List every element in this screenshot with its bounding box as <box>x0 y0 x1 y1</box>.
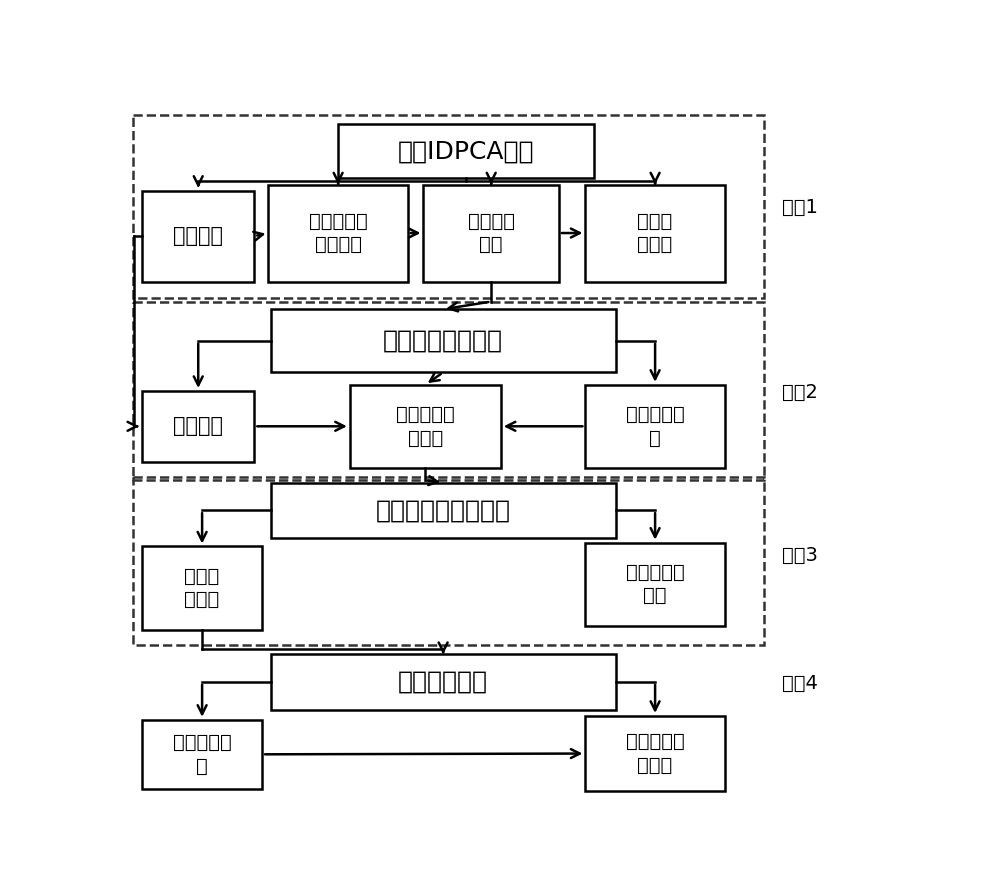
Bar <box>423 185 559 281</box>
Text: 步骤2: 步骤2 <box>782 383 818 402</box>
Text: 等效相位中
移动距离: 等效相位中 移动距离 <box>309 211 368 254</box>
Text: 收发共置天
线: 收发共置天 线 <box>626 405 684 447</box>
Text: 雷达体制选择: 雷达体制选择 <box>398 670 488 694</box>
Text: 阵列长度: 阵列长度 <box>173 417 223 436</box>
Bar <box>142 191 254 281</box>
Text: 采用IDPCA技术: 采用IDPCA技术 <box>398 140 534 163</box>
Bar <box>271 309 616 373</box>
Text: 确定雷达天线系统: 确定雷达天线系统 <box>383 329 503 353</box>
Bar <box>133 116 764 298</box>
Text: 脉冲重复
周期: 脉冲重复 周期 <box>468 211 515 254</box>
Text: 步骤1: 步骤1 <box>782 198 818 217</box>
Bar <box>133 477 764 645</box>
Bar <box>585 716 725 791</box>
Text: 步骤3: 步骤3 <box>782 547 818 565</box>
Text: 收发幅相校
准系统: 收发幅相校 准系统 <box>626 732 684 775</box>
Bar <box>585 384 725 468</box>
Text: 子阵间距: 子阵间距 <box>173 226 223 246</box>
Bar <box>268 185 408 281</box>
Text: 各辐射阵元
加窗: 各辐射阵元 加窗 <box>626 563 684 606</box>
Bar <box>585 543 725 625</box>
Bar <box>133 302 764 480</box>
Bar <box>585 185 725 281</box>
Text: 俯仰向
窄波束: 俯仰向 窄波束 <box>184 567 220 609</box>
Bar <box>271 483 616 538</box>
Bar <box>350 384 501 468</box>
Text: 设计俯仰向天线系统: 设计俯仰向天线系统 <box>376 498 511 522</box>
Bar <box>271 654 616 710</box>
Bar <box>142 547 262 630</box>
Text: 设计时序控
制系统: 设计时序控 制系统 <box>396 405 455 447</box>
Text: 数字阵列体
制: 数字阵列体 制 <box>173 733 231 776</box>
Bar <box>338 125 594 178</box>
Bar <box>142 719 262 789</box>
Text: 标记首
个脉冲: 标记首 个脉冲 <box>637 211 673 254</box>
Bar <box>142 391 254 461</box>
Text: 步骤4: 步骤4 <box>782 674 818 693</box>
